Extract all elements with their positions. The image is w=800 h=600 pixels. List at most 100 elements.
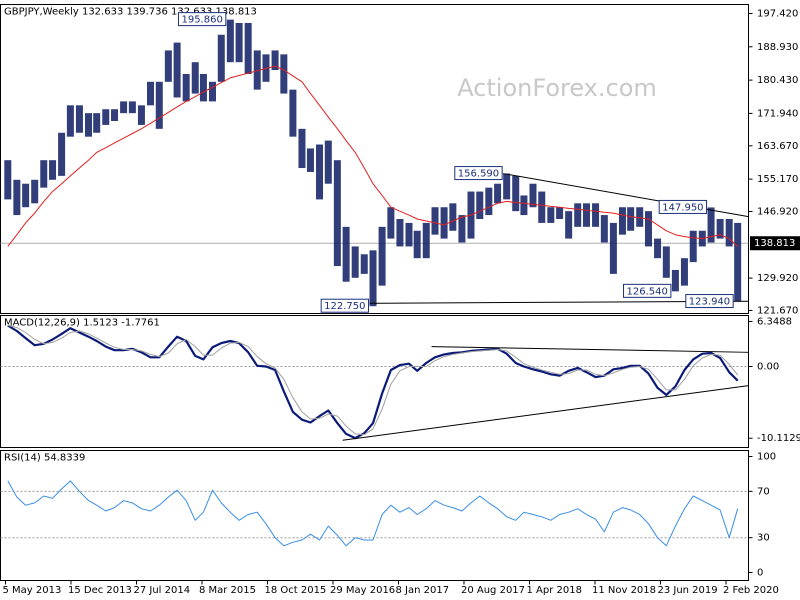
- panel-title: MACD(12,26,9) 1.5123 -1.7761: [4, 318, 160, 329]
- price-range-bar: [164, 50, 172, 82]
- price-range-bar: [351, 246, 359, 278]
- price-range-bar: [173, 42, 181, 98]
- macd-panel: [0, 315, 749, 448]
- price-range-bar: [485, 187, 493, 216]
- y-tick-label: 121.670: [757, 305, 798, 316]
- price-range-bar: [120, 101, 128, 114]
- price-range-bar: [582, 203, 590, 227]
- price-range-bar: [636, 207, 644, 227]
- annotation-box: [177, 12, 227, 27]
- price-range-bar: [155, 81, 163, 129]
- x-tick-label: 8 Jan 2017: [395, 585, 449, 596]
- trendline: [342, 385, 749, 441]
- price-range-bar: [128, 101, 136, 114]
- price-range-bar: [226, 19, 234, 63]
- y-tick-label: 129.920: [757, 273, 798, 284]
- price-range-bar: [405, 222, 413, 247]
- price-range-bar: [66, 105, 74, 137]
- price-range-bar: [289, 89, 297, 137]
- price-range-bar: [556, 207, 564, 219]
- y-tick-label: 100: [757, 452, 776, 463]
- price-range-bar: [458, 215, 466, 243]
- annotation-label: 156.590: [458, 169, 499, 180]
- price-range-bar: [503, 173, 511, 200]
- price-range-bar: [199, 73, 207, 102]
- price-range-bar: [208, 81, 216, 102]
- price-range-bar: [271, 50, 279, 71]
- price-range-bar: [600, 215, 608, 243]
- price-range-bar: [644, 211, 652, 247]
- trendline: [431, 346, 749, 353]
- annotation-label: 122.750: [324, 301, 365, 312]
- price-range-bar: [547, 207, 555, 223]
- last-price-box: [750, 236, 800, 251]
- annotation-label: 126.540: [627, 286, 668, 297]
- y-tick-label: 163.670: [757, 141, 798, 152]
- price-range-bar: [494, 183, 502, 204]
- y-tick-label: 6.3488: [757, 316, 792, 327]
- y-tick-label: 188.930: [757, 42, 798, 53]
- price-range-bar: [627, 207, 635, 231]
- x-tick-label: 11 Nov 2018: [592, 585, 656, 596]
- x-tick-label: 1 Apr 2018: [526, 585, 581, 596]
- price-range-bar: [565, 211, 573, 239]
- y-tick-label: 70: [757, 486, 770, 497]
- price-range-bar: [725, 218, 733, 247]
- price-range-bar: [85, 113, 93, 137]
- price-range-bar: [13, 179, 21, 216]
- price-panel: [0, 4, 749, 314]
- last-price-label: 138.813: [754, 238, 795, 249]
- x-tick-label: 8 Mar 2015: [199, 585, 256, 596]
- price-range-bar: [306, 148, 314, 172]
- price-range-bar: [512, 175, 520, 212]
- x-tick-label: 29 May 2016: [330, 585, 395, 596]
- price-range-bar: [529, 183, 537, 208]
- price-range-bar: [689, 230, 697, 263]
- x-tick-label: 5 May 2013: [2, 585, 61, 596]
- price-range-bar: [449, 203, 457, 231]
- price-range-bar: [137, 105, 145, 125]
- x-tick-label: 15 Dec 2013: [68, 585, 132, 596]
- trendline: [503, 173, 749, 218]
- price-range-bar: [280, 54, 288, 94]
- price-range-bar: [369, 250, 377, 307]
- price-range-bar: [680, 258, 688, 286]
- price-range-bar: [476, 191, 484, 219]
- y-tick-label: 171.940: [757, 108, 798, 119]
- price-range-bar: [58, 132, 66, 176]
- annotation-box: [658, 199, 708, 214]
- price-range-bar: [662, 246, 670, 278]
- price-range-bar: [520, 195, 528, 216]
- price-range-bar: [298, 128, 306, 169]
- price-range-bar: [387, 207, 395, 239]
- price-range-bar: [609, 222, 617, 274]
- annotation-label: 123.940: [689, 297, 730, 308]
- price-range-bar: [102, 109, 110, 125]
- y-tick-label: 197.420: [757, 9, 798, 20]
- price-range-bar: [217, 34, 225, 82]
- price-range-bar: [574, 203, 582, 227]
- price-range-bar: [431, 207, 439, 235]
- price-range-bar: [235, 23, 243, 63]
- price-range-bar: [49, 160, 57, 180]
- price-range-bar: [182, 73, 190, 102]
- watermark: ActionForex.com: [457, 74, 657, 102]
- price-range-bar: [22, 183, 30, 208]
- price-range-bar: [592, 203, 600, 227]
- x-tick-label: 2 Feb 2020: [723, 585, 779, 596]
- panel-title: GBPJPY,Weekly 132.633 139.736 132.633 13…: [4, 7, 257, 18]
- annotation-box: [685, 294, 734, 309]
- price-range-bar: [360, 254, 368, 274]
- price-range-bar: [654, 238, 662, 259]
- annotation-box: [454, 166, 503, 181]
- y-tick-label: -10.1129: [757, 433, 800, 444]
- price-range-bar: [147, 81, 155, 106]
- price-range-bar: [4, 160, 12, 200]
- y-tick-label: 0: [757, 567, 763, 578]
- price-range-bar: [191, 62, 199, 94]
- y-tick-label: 155.170: [757, 174, 798, 185]
- rsi-panel: [0, 450, 749, 581]
- price-range-bar: [538, 191, 546, 223]
